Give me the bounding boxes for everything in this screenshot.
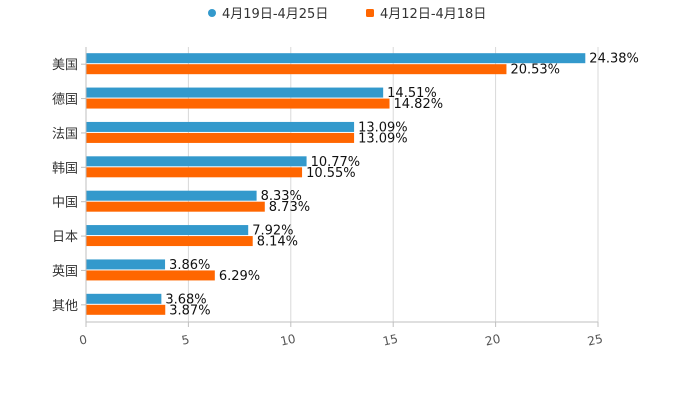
bar-series2-7 — [86, 270, 215, 281]
labels: 24.38% 20.53% 14.51%14.82% 13.09%13.09% 10.7… — [165, 52, 639, 319]
category-label-1: 美国 — [52, 58, 78, 73]
category-label-8: 其他 — [52, 299, 78, 314]
bar-series1-8 — [86, 293, 162, 304]
x-tick-label-15: 15 — [381, 332, 399, 349]
category-label-5: 中国 — [52, 196, 78, 211]
bar-series1-3 — [86, 121, 355, 132]
value-label-series2-1: 20.53% — [510, 63, 560, 78]
value-label-series2-4: 10.55% — [306, 166, 356, 181]
bar-series1-5 — [86, 190, 257, 201]
value-label-series2-6: 8.14% — [257, 235, 298, 250]
bar-series1-4 — [86, 156, 307, 167]
category-label-6: 日本 — [52, 230, 78, 245]
x-tick-label-25: 25 — [586, 332, 604, 349]
value-label-series1-4: 10.77% — [311, 155, 361, 170]
value-label-series2-7: 6.29% — [219, 269, 260, 284]
bar-series1-6 — [86, 225, 249, 236]
value-label-series2-3: 13.09% — [358, 131, 408, 146]
category-label-4: 韩国 — [52, 161, 78, 176]
legend-label-2: 4月12日-4月18日 — [380, 7, 486, 22]
x-tick-label-20: 20 — [484, 332, 502, 349]
value-label-series2-5: 8.73% — [269, 200, 310, 215]
bar-series2-4 — [86, 167, 303, 178]
category-label-2: 德国 — [52, 93, 78, 108]
value-label-series2-8: 3.87% — [169, 303, 210, 318]
x-tick-label-0: 0 — [78, 332, 88, 347]
bar-series1-7 — [86, 259, 166, 270]
legend: 4月19日-4月25日 4月12日-4月18日 — [208, 7, 486, 22]
value-label-series1-5: 8.33% — [261, 189, 302, 204]
bar-series2-1 — [86, 64, 507, 75]
value-label-series2-2: 14.82% — [394, 97, 444, 112]
bar-series2-6 — [86, 236, 253, 247]
bars — [86, 53, 586, 315]
value-label-series1-6: 7.92% — [252, 224, 293, 239]
value-label-series1-2: 14.51% — [387, 86, 437, 101]
category-label-3: 法国 — [52, 127, 78, 142]
value-label-series1-3: 13.09% — [358, 120, 408, 135]
category-label-7: 英国 — [52, 264, 78, 279]
legend-marker-1 — [208, 9, 216, 17]
bar-series1-2 — [86, 87, 384, 98]
bar-series1-1 — [86, 53, 586, 64]
value-label-series1-7: 3.86% — [169, 258, 210, 273]
value-label-series1-8: 3.68% — [165, 292, 206, 307]
bar-series2-3 — [86, 132, 355, 143]
value-label-series1-1: 24.38% — [589, 52, 639, 67]
bar-series2-8 — [86, 304, 166, 315]
x-tick-label-5: 5 — [180, 332, 190, 347]
bar-series2-2 — [86, 98, 390, 109]
legend-marker-2 — [366, 9, 374, 17]
x-tick-label-10: 10 — [279, 332, 297, 349]
bar-series2-5 — [86, 201, 265, 212]
legend-label-1: 4月19日-4月25日 — [222, 7, 328, 22]
